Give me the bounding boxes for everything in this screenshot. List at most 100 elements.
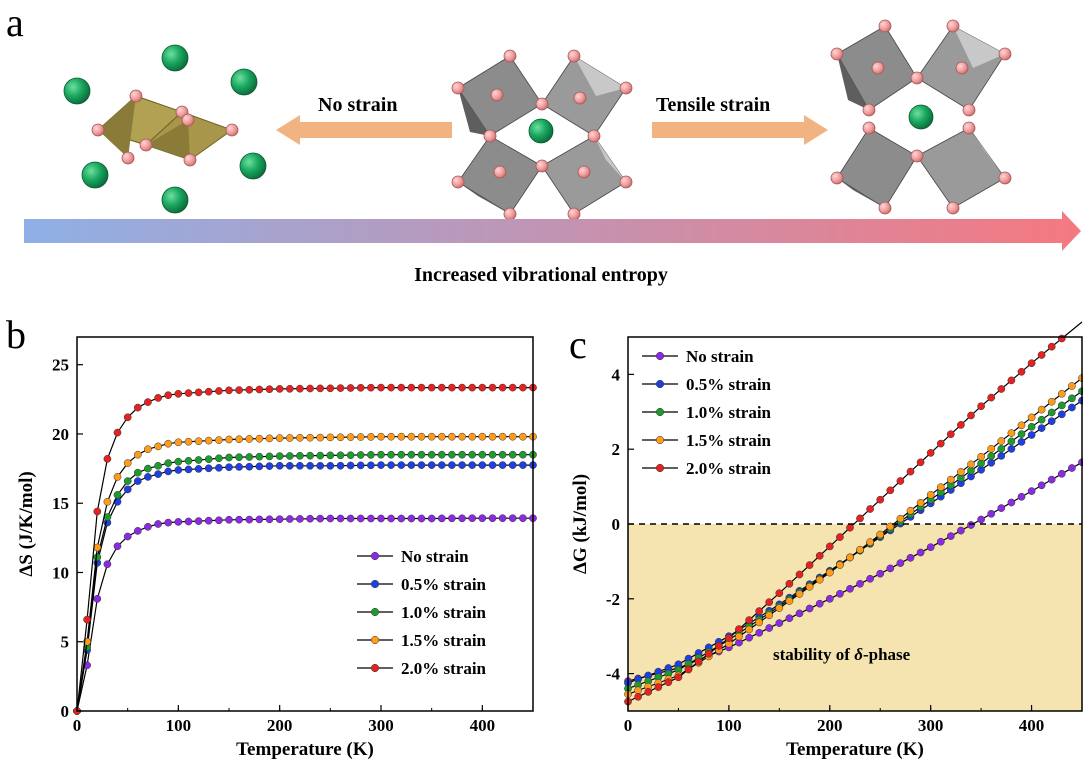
series-point-1 (407, 461, 416, 469)
series-point-3 (765, 611, 774, 620)
series-point-3 (906, 506, 915, 515)
series-point-0 (133, 527, 142, 535)
y-tick-label: 20 (52, 425, 69, 444)
series-point-2 (1027, 422, 1036, 431)
series-point-0 (437, 514, 446, 523)
series-point-0 (508, 514, 517, 523)
series-point-0 (1068, 464, 1076, 472)
series-point-4 (704, 649, 713, 658)
series-point-0 (113, 542, 122, 551)
x-axis-title: Temperature (K) (236, 739, 374, 760)
region-label-suffix: -phase (863, 645, 911, 664)
series-point-0 (765, 624, 774, 632)
series-point-2 (174, 457, 183, 466)
no-strain-arrow (276, 115, 452, 145)
series-point-4 (397, 383, 406, 392)
series-point-0 (1037, 481, 1046, 490)
series-point-3 (815, 575, 824, 584)
series-point-0 (204, 516, 213, 525)
series-point-1 (488, 461, 497, 469)
x-tick-label: 0 (73, 716, 82, 735)
series-point-3 (245, 435, 254, 443)
x-tick-label: 300 (368, 716, 394, 735)
series-point-4 (906, 467, 915, 476)
series-point-4 (634, 692, 642, 701)
series-point-4 (519, 383, 527, 392)
legend-label: 1.5% strain (401, 631, 487, 650)
series-point-4 (498, 383, 507, 392)
series-point-0 (785, 614, 794, 623)
series-point-1 (326, 461, 335, 470)
series-point-3 (946, 475, 955, 484)
series-point-3 (275, 434, 284, 442)
series-point-4 (174, 389, 183, 398)
series-point-0 (154, 520, 162, 528)
series-point-2 (235, 453, 243, 462)
legend-label: 0.5% strain (401, 575, 487, 594)
series-point-4 (755, 607, 764, 615)
series-point-3 (296, 433, 304, 442)
series-point-1 (336, 461, 345, 470)
series-point-2 (387, 450, 395, 459)
series-point-3 (458, 432, 466, 441)
series-point-2 (144, 464, 152, 473)
series-point-0 (306, 514, 314, 523)
plot-frame (76, 336, 534, 712)
series-point-4 (957, 421, 965, 429)
series-point-4 (846, 523, 854, 532)
series-point-1 (387, 461, 395, 469)
tensile-strain-arrow (652, 115, 828, 145)
series-point-0 (387, 514, 395, 523)
series-point-0 (967, 521, 975, 529)
series-point-0 (916, 548, 925, 557)
series-point-0 (795, 609, 804, 618)
series-point-0 (285, 515, 294, 523)
series-point-2 (296, 451, 304, 460)
series-point-4 (154, 394, 162, 402)
series-point-3 (488, 432, 497, 441)
series-point-1 (1068, 403, 1076, 412)
series-point-0 (755, 628, 764, 637)
series-point-2 (336, 451, 345, 460)
series-point-4 (346, 384, 355, 392)
series-point-4 (765, 598, 774, 607)
series-point-1 (417, 461, 426, 469)
series-point-1 (184, 465, 193, 474)
legend-label: 1.0% strain (686, 403, 772, 422)
stability-region (628, 524, 1082, 711)
series-point-4 (296, 384, 304, 393)
series-point-3 (775, 604, 784, 612)
series-point-1 (154, 470, 162, 478)
series-point-4 (133, 403, 142, 412)
series-point-3 (856, 545, 864, 554)
series-point-4 (144, 398, 152, 406)
series-point-3 (164, 439, 173, 448)
series-point-2 (458, 450, 466, 459)
series-point-3 (498, 432, 507, 441)
series-point-3 (225, 435, 233, 444)
series-point-3 (346, 433, 355, 441)
series-point-2 (356, 451, 365, 459)
x-tick-label: 0 (624, 716, 633, 735)
series-point-3 (745, 625, 753, 634)
series-point-2 (194, 456, 203, 464)
panel-a: a No strain (6, 0, 1081, 286)
series-point-3 (916, 498, 925, 507)
series-point-2 (437, 450, 446, 459)
series-point-1 (144, 473, 152, 481)
series-point-4 (285, 384, 294, 393)
x-tick-label: 400 (470, 716, 496, 735)
series-point-3 (825, 568, 834, 577)
series-point-1 (427, 461, 436, 469)
series-point-3 (265, 434, 274, 443)
series-point-0 (417, 514, 426, 523)
series-point-0 (906, 553, 915, 562)
series-point-3 (478, 432, 487, 441)
legend-marker (370, 579, 380, 589)
series-point-4 (478, 383, 487, 392)
series-point-4 (825, 542, 834, 551)
series-point-0 (1007, 498, 1016, 507)
series-point-3 (1027, 413, 1036, 422)
series-point-0 (346, 514, 355, 523)
